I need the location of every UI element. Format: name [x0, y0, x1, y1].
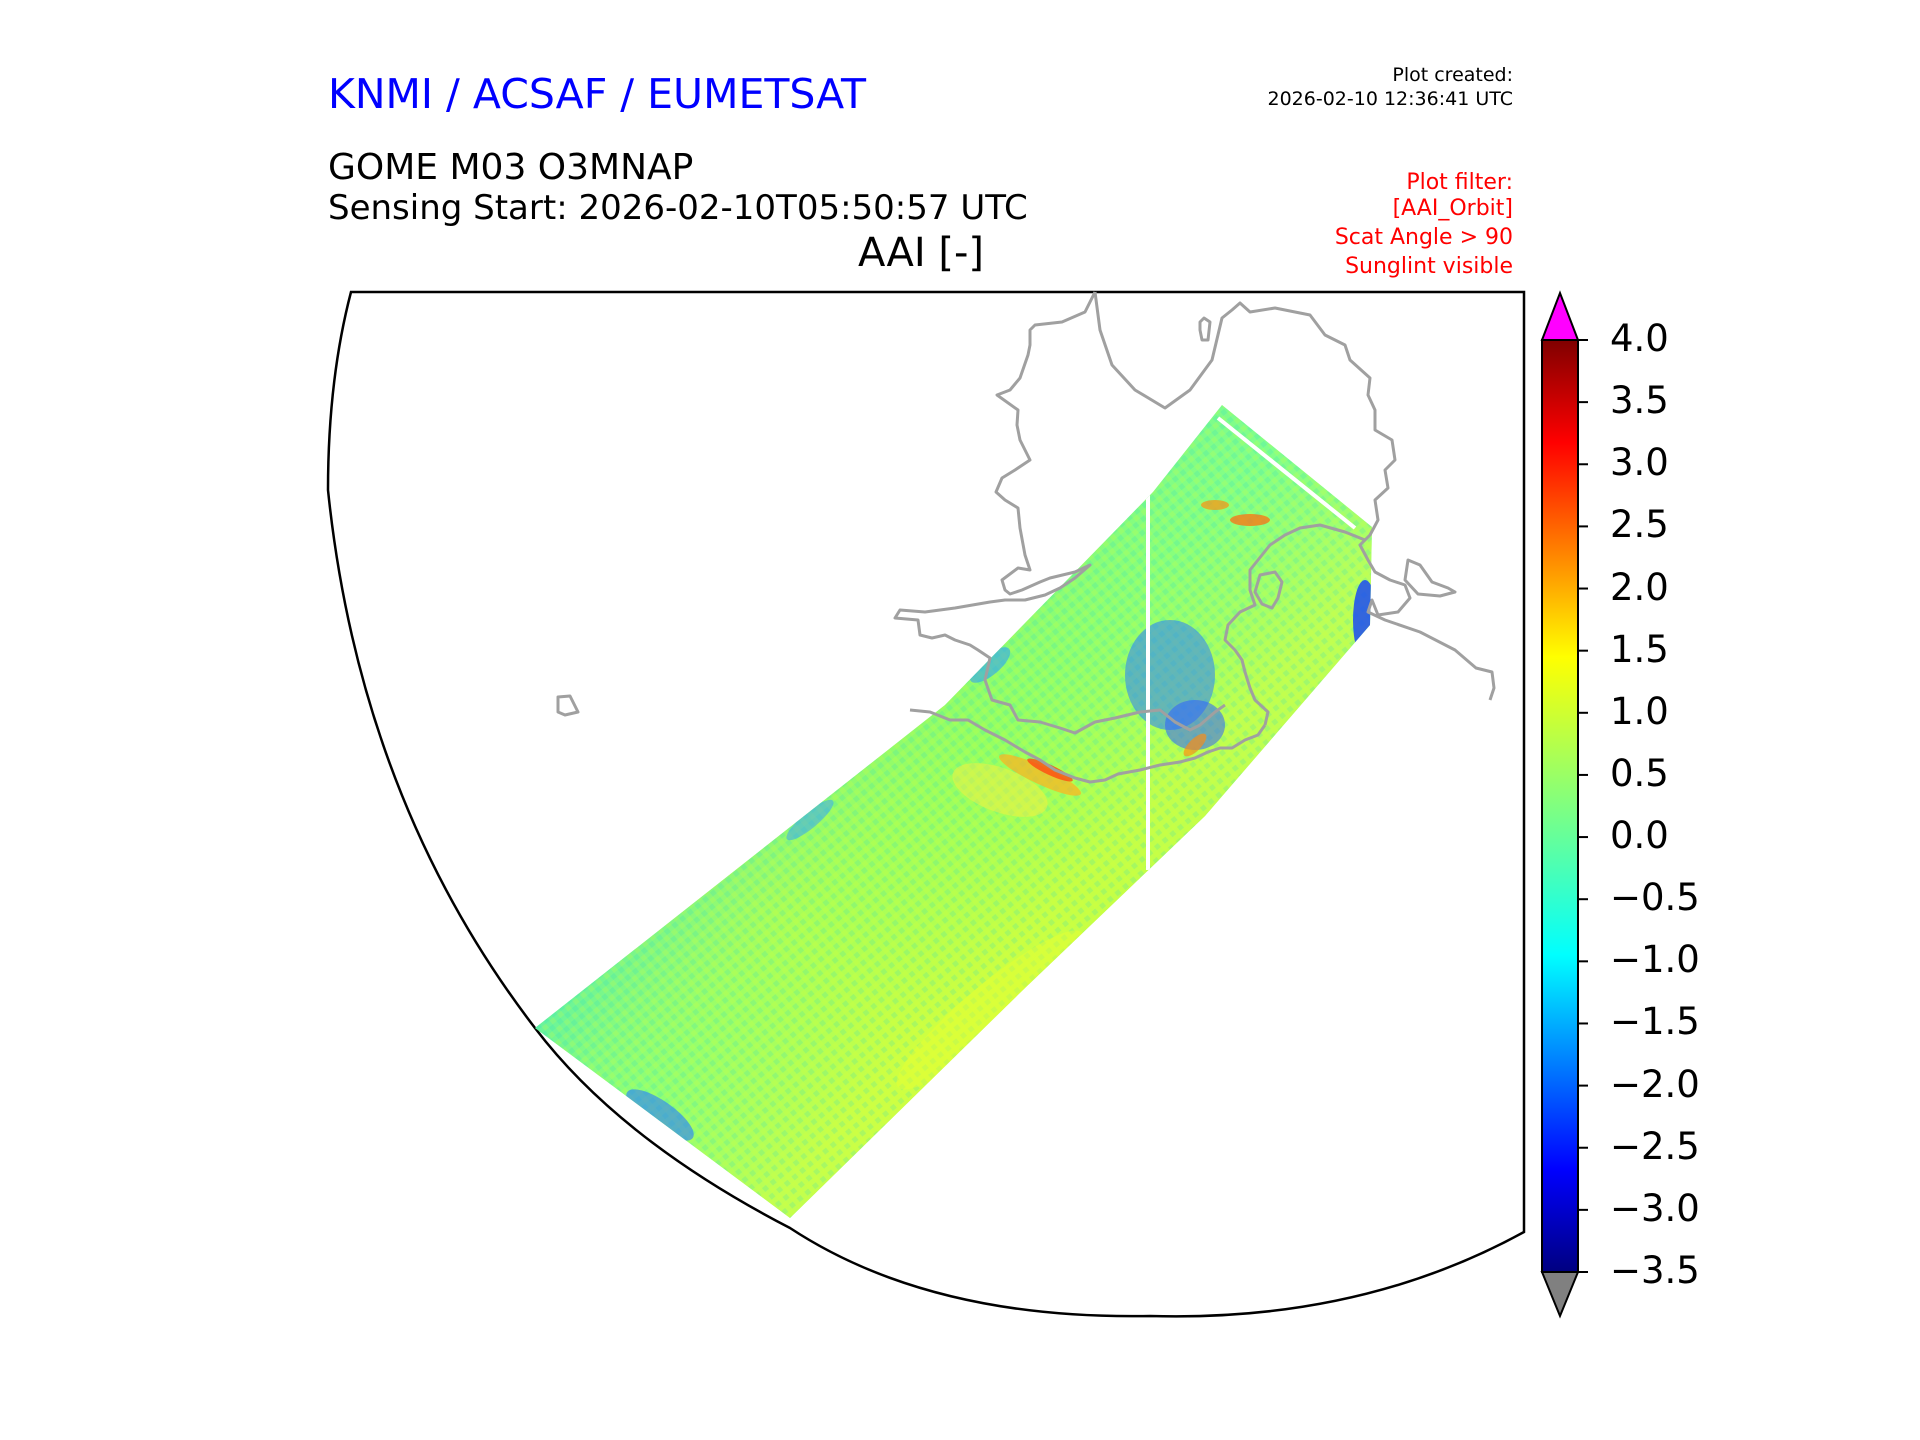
high-aai-patch: [952, 763, 1048, 817]
plot-filter-title: Plot filter:: [1406, 170, 1513, 195]
high-aai-patch: [1027, 758, 1073, 782]
colorbar-under-triangle: [1540, 1271, 1580, 1319]
colorbar-tick-label: 3.5: [1610, 379, 1669, 423]
kodiak-island: [1403, 558, 1457, 598]
colorbar-tick-label: −2.0: [1610, 1062, 1700, 1106]
alaska-interior-coast: [1223, 523, 1366, 726]
product-title: GOME M03 O3MNAP: [328, 147, 694, 188]
alaska-coastline: [1093, 291, 1496, 701]
colorbar-gradient: [1541, 339, 1579, 1273]
high-aai-patch: [1230, 514, 1270, 526]
colorbar-ticks: [1578, 339, 1588, 1273]
low-aai-patch: [969, 647, 1011, 683]
plot-filter-line: Sunglint visible: [1345, 254, 1513, 279]
small-island: [556, 694, 580, 717]
high-aai-patch: [1201, 500, 1229, 510]
header-organizations: KNMI / ACSAF / EUMETSAT: [328, 70, 867, 118]
colorbar-tick-label: −2.5: [1610, 1124, 1700, 1168]
colorbar-tick-label: 0.5: [1610, 751, 1669, 795]
st-lawrence-island: [1198, 316, 1212, 342]
low-aai-patch: [626, 1089, 694, 1141]
colorbar-tick-label: −0.5: [1610, 876, 1700, 920]
plot-created-label: Plot created:: [1392, 64, 1513, 86]
low-aai-patch: [1165, 700, 1225, 750]
colorbar-tick-label: 1.0: [1610, 689, 1669, 733]
plot-filter-line: [AAI_Orbit]: [1392, 196, 1513, 221]
colorbar-tick-label: 2.5: [1610, 503, 1669, 547]
colorbar-tick-label: 2.0: [1610, 565, 1669, 609]
colorbar-tick-label: 0.0: [1610, 814, 1669, 858]
high-aai-patch: [896, 930, 1084, 1090]
colorbar-tick-label: −3.5: [1610, 1249, 1700, 1292]
sensing-start: Sensing Start: 2026-02-10T05:50:57 UTC: [328, 188, 1028, 228]
colorbar-tick-label: −1.0: [1610, 938, 1700, 982]
variable-title: AAI [-]: [858, 230, 984, 276]
nunivak-island: [1253, 570, 1284, 610]
colorbar-tick-label: 4.0: [1610, 317, 1669, 360]
colorbar-tick-label: −1.5: [1610, 1000, 1700, 1044]
colorbar-tick-label: 3.0: [1610, 441, 1669, 485]
high-aai-patch: [999, 754, 1081, 796]
colorbar-tick-label: −3.0: [1610, 1186, 1700, 1230]
low-aai-patch: [786, 799, 834, 841]
data-gap-line: [1216, 416, 1357, 530]
coastlines: [556, 291, 1496, 784]
colorbar: [1540, 290, 1588, 1319]
plot-created-date: 2026-02-10 12:36:41 UTC: [1267, 88, 1514, 110]
siberia-coastline: [893, 291, 1226, 735]
colorbar-tick-label: 1.5: [1610, 627, 1669, 671]
colorbar-over-triangle: [1540, 290, 1580, 341]
aleutian-coastline: [909, 708, 1267, 784]
plot-filter-line: Scat Angle > 90: [1334, 225, 1513, 250]
high-aai-patch: [1183, 733, 1207, 757]
